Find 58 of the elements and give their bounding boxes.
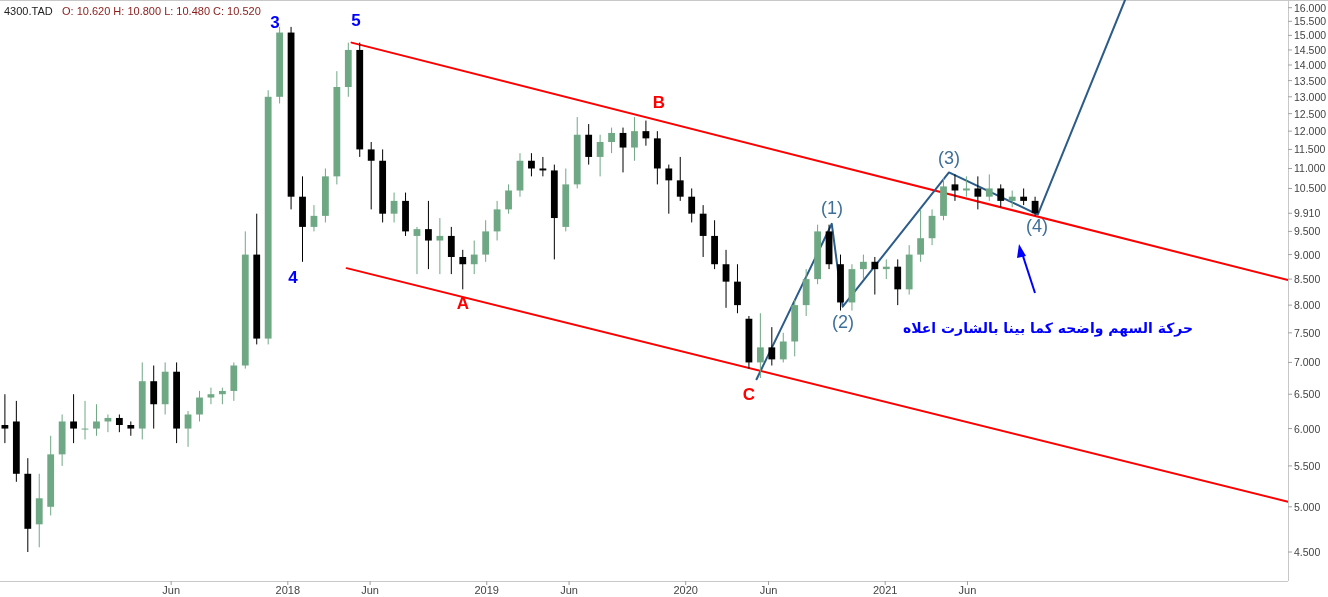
x-tick-label: 2018	[275, 584, 301, 596]
x-tick-label: Jun	[958, 584, 977, 596]
y-tick-label: 15.000	[1294, 29, 1327, 42]
y-tick-label: 4.500	[1294, 546, 1321, 559]
text: O: 10.620 H: 10.800 L: 10.480 C: 10.520	[62, 5, 261, 17]
y-tick-label: 6.500	[1294, 388, 1321, 401]
x-tick-label: Jun	[560, 584, 578, 596]
candlestick	[940, 177, 947, 221]
annotation: حركة السهم واضحه كما بينا بالشارت اعلاه	[902, 320, 1194, 337]
y-tick-label: 12.000	[1294, 125, 1327, 138]
annotation: 5	[351, 11, 361, 30]
y-tick-label: 13.500	[1294, 74, 1327, 87]
annotation: (1)	[821, 198, 843, 218]
y-tick-label: 12.500	[1294, 107, 1327, 120]
x-tick-label: 2019	[474, 584, 499, 596]
x-tick-label: Jun	[759, 584, 778, 596]
candlestick	[985, 173, 993, 202]
candlestick	[425, 200, 432, 270]
y-tick-label: 9.000	[1294, 248, 1321, 261]
y-tick-label: 16.000	[1294, 1, 1327, 14]
annotation: (4)	[1026, 216, 1048, 236]
y-tick-label: 5.500	[1294, 459, 1321, 472]
y-tick-label: 7.500	[1294, 326, 1321, 339]
candlestick	[70, 393, 77, 444]
x-tick-label: Jun	[361, 584, 379, 596]
annotation: (3)	[938, 148, 960, 168]
y-tick-label: 11.000	[1294, 162, 1326, 175]
x-tick-label: Jun	[162, 584, 181, 596]
y-tick-label: 6.000	[1294, 422, 1321, 435]
candlestick	[997, 183, 1005, 208]
x-tick-label: 2020	[673, 584, 698, 596]
y-tick-label: 11.500	[1294, 143, 1326, 156]
annotation: 4	[288, 268, 299, 287]
annotation: (2)	[832, 312, 854, 332]
annotation: B	[652, 93, 666, 112]
y-tick-label: 8.000	[1294, 299, 1321, 312]
y-tick-label: 5.000	[1294, 500, 1321, 513]
candlestick	[676, 156, 684, 202]
y-tick-label: 14.000	[1294, 59, 1327, 71]
candlestick	[482, 219, 490, 263]
y-tick-label: 9.500	[1294, 225, 1321, 238]
y-tick-label: 8.500	[1294, 273, 1321, 286]
candlestick	[127, 420, 135, 437]
y-tick-label: 15.500	[1294, 15, 1327, 28]
y-tick-label: 10.500	[1294, 182, 1327, 195]
candlestick	[631, 116, 638, 162]
y-tick-label: 7.000	[1294, 356, 1321, 369]
annotation: C	[742, 385, 756, 404]
annotation: A	[456, 294, 470, 313]
x-tick-label: 2021	[872, 584, 898, 596]
text: 4300.TAD	[4, 5, 53, 17]
y-tick-label: 13.000	[1294, 90, 1327, 103]
y-tick-label: 9.910	[1294, 207, 1321, 220]
candlestick	[917, 208, 925, 263]
y-tick-label: 14.500	[1294, 43, 1327, 56]
candlestick	[367, 141, 375, 210]
annotation: 3	[270, 13, 280, 32]
candlestick	[93, 403, 100, 437]
